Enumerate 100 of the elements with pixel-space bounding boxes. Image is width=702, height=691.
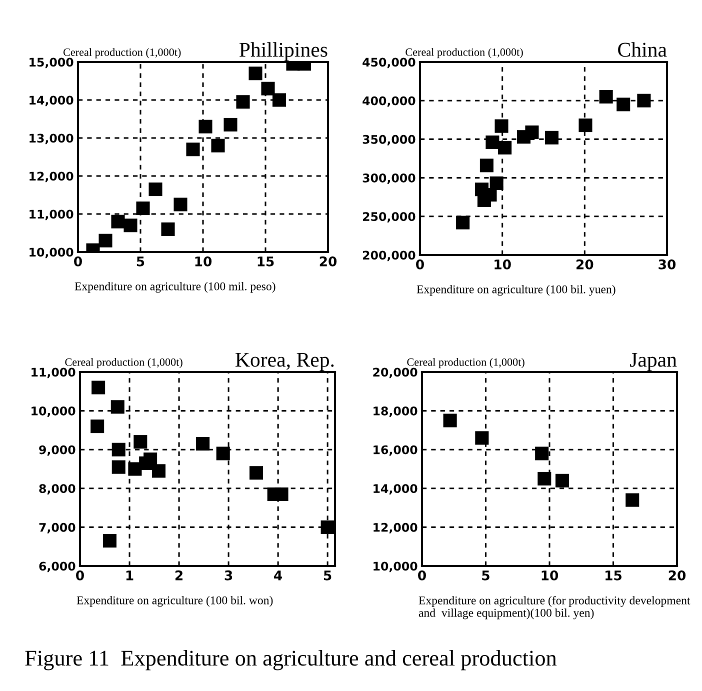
point	[152, 464, 166, 478]
point	[248, 66, 262, 80]
point	[112, 442, 126, 456]
y-tick-label: 14,000	[374, 484, 418, 495]
point	[272, 93, 286, 107]
y-tick-label: 300,000	[362, 174, 416, 184]
point	[112, 460, 126, 474]
point	[480, 158, 494, 172]
point	[616, 98, 630, 112]
point	[490, 176, 504, 190]
y-tick-label: 10,000	[32, 406, 76, 417]
point	[92, 380, 106, 394]
x-tick-label: 2	[175, 570, 182, 580]
point	[111, 214, 125, 228]
x-tick-label: 10	[195, 256, 212, 266]
y-tick-label: 6,000	[39, 562, 76, 572]
x-tick-label: 20	[576, 259, 594, 270]
point	[535, 446, 549, 460]
y-axis-title: Cereal production (1,000t)	[407, 358, 524, 368]
chart-title: Korea, Rep.	[236, 352, 334, 372]
x-tick-label: 0	[418, 570, 426, 580]
point	[198, 120, 212, 134]
point	[274, 487, 288, 501]
point	[186, 142, 200, 156]
point	[236, 95, 250, 109]
point	[124, 218, 138, 232]
point	[144, 452, 158, 466]
x-tick-label: 5	[482, 570, 490, 580]
y-tick-label: 11,000	[30, 210, 74, 220]
x-tick-label: 0	[76, 570, 84, 580]
point	[486, 136, 500, 150]
y-tick-label: 200,000	[363, 250, 416, 262]
y-tick-label: 7,000	[39, 522, 76, 534]
point	[250, 466, 264, 480]
point	[555, 474, 570, 488]
y-tick-label: 15,000	[30, 58, 74, 68]
point	[136, 202, 150, 216]
y-tick-label: 12,000	[30, 172, 74, 182]
point	[578, 118, 592, 132]
chart-title: Phillipines	[239, 42, 328, 62]
point	[102, 534, 116, 548]
y-tick-label: 8,000	[39, 484, 76, 495]
point	[161, 222, 175, 236]
y-tick-label: 9,000	[39, 445, 76, 456]
x-tick-label: 15	[258, 256, 274, 266]
point	[148, 182, 162, 196]
point	[525, 125, 539, 140]
x-tick-label: 1	[126, 570, 134, 580]
chart-title: Japan	[630, 352, 677, 372]
y-tick-label: 11,000	[32, 368, 76, 378]
point	[216, 446, 230, 460]
point	[90, 420, 104, 434]
y-tick-label: 400,000	[362, 96, 416, 107]
point	[134, 435, 148, 449]
x-axis-title: Expenditure on agriculture (for productivity development and village equipment)(100 bil. yen)	[418, 596, 690, 620]
y-tick-label: 18,000	[374, 406, 418, 417]
y-tick-label: 20,000	[373, 368, 418, 378]
y-tick-label: 13,000	[30, 134, 74, 144]
y-tick-label: 450,000	[362, 58, 416, 68]
x-tick-label: 5	[324, 570, 332, 580]
y-axis-title: Cereal production (1,000t)	[65, 358, 182, 368]
x-tick-label: 10	[494, 259, 511, 270]
point	[544, 130, 558, 144]
point	[261, 82, 275, 96]
point	[443, 414, 457, 428]
x-axis-title: Expenditure on agriculture (100 mil. peso)	[74, 282, 276, 293]
point	[320, 520, 334, 534]
y-tick-label: 12,000	[374, 522, 418, 534]
point	[196, 437, 210, 451]
point	[498, 140, 512, 154]
point	[599, 90, 613, 104]
point	[456, 216, 470, 230]
x-tick-label: 0	[416, 259, 424, 270]
x-tick-label: 0	[74, 256, 82, 266]
point	[637, 94, 651, 108]
x-tick-label: 20	[320, 256, 337, 266]
point	[475, 431, 489, 445]
y-tick-label: 16,000	[374, 445, 418, 456]
x-tick-label: 15	[606, 570, 622, 580]
y-tick-label: 14,000	[30, 96, 74, 106]
y-axis-title: Cereal production (1,000t)	[406, 48, 523, 58]
point	[224, 118, 238, 132]
y-axis-title: Cereal production (1,000t)	[63, 48, 181, 58]
point	[626, 493, 640, 507]
point	[211, 138, 225, 152]
y-tick-label: 250,000	[363, 212, 416, 223]
point	[110, 400, 124, 414]
x-tick-label: 10	[542, 570, 558, 580]
x-tick-label: 5	[136, 256, 144, 266]
chart-title: China	[618, 42, 667, 57]
y-tick-label: 350,000	[362, 134, 416, 146]
point	[98, 234, 112, 248]
x-axis-title: Expenditure on agriculture (100 bil. yuen)	[416, 285, 616, 296]
point	[174, 198, 188, 212]
x-tick-label: 30	[658, 259, 676, 270]
y-tick-label: 10,000	[30, 248, 74, 258]
x-tick-label: 3	[224, 570, 232, 580]
caption: Figure 11 Expenditure on agriculture and cereal production	[25, 650, 557, 670]
x-tick-label: 4	[274, 570, 282, 580]
x-tick-label: 20	[668, 570, 686, 580]
